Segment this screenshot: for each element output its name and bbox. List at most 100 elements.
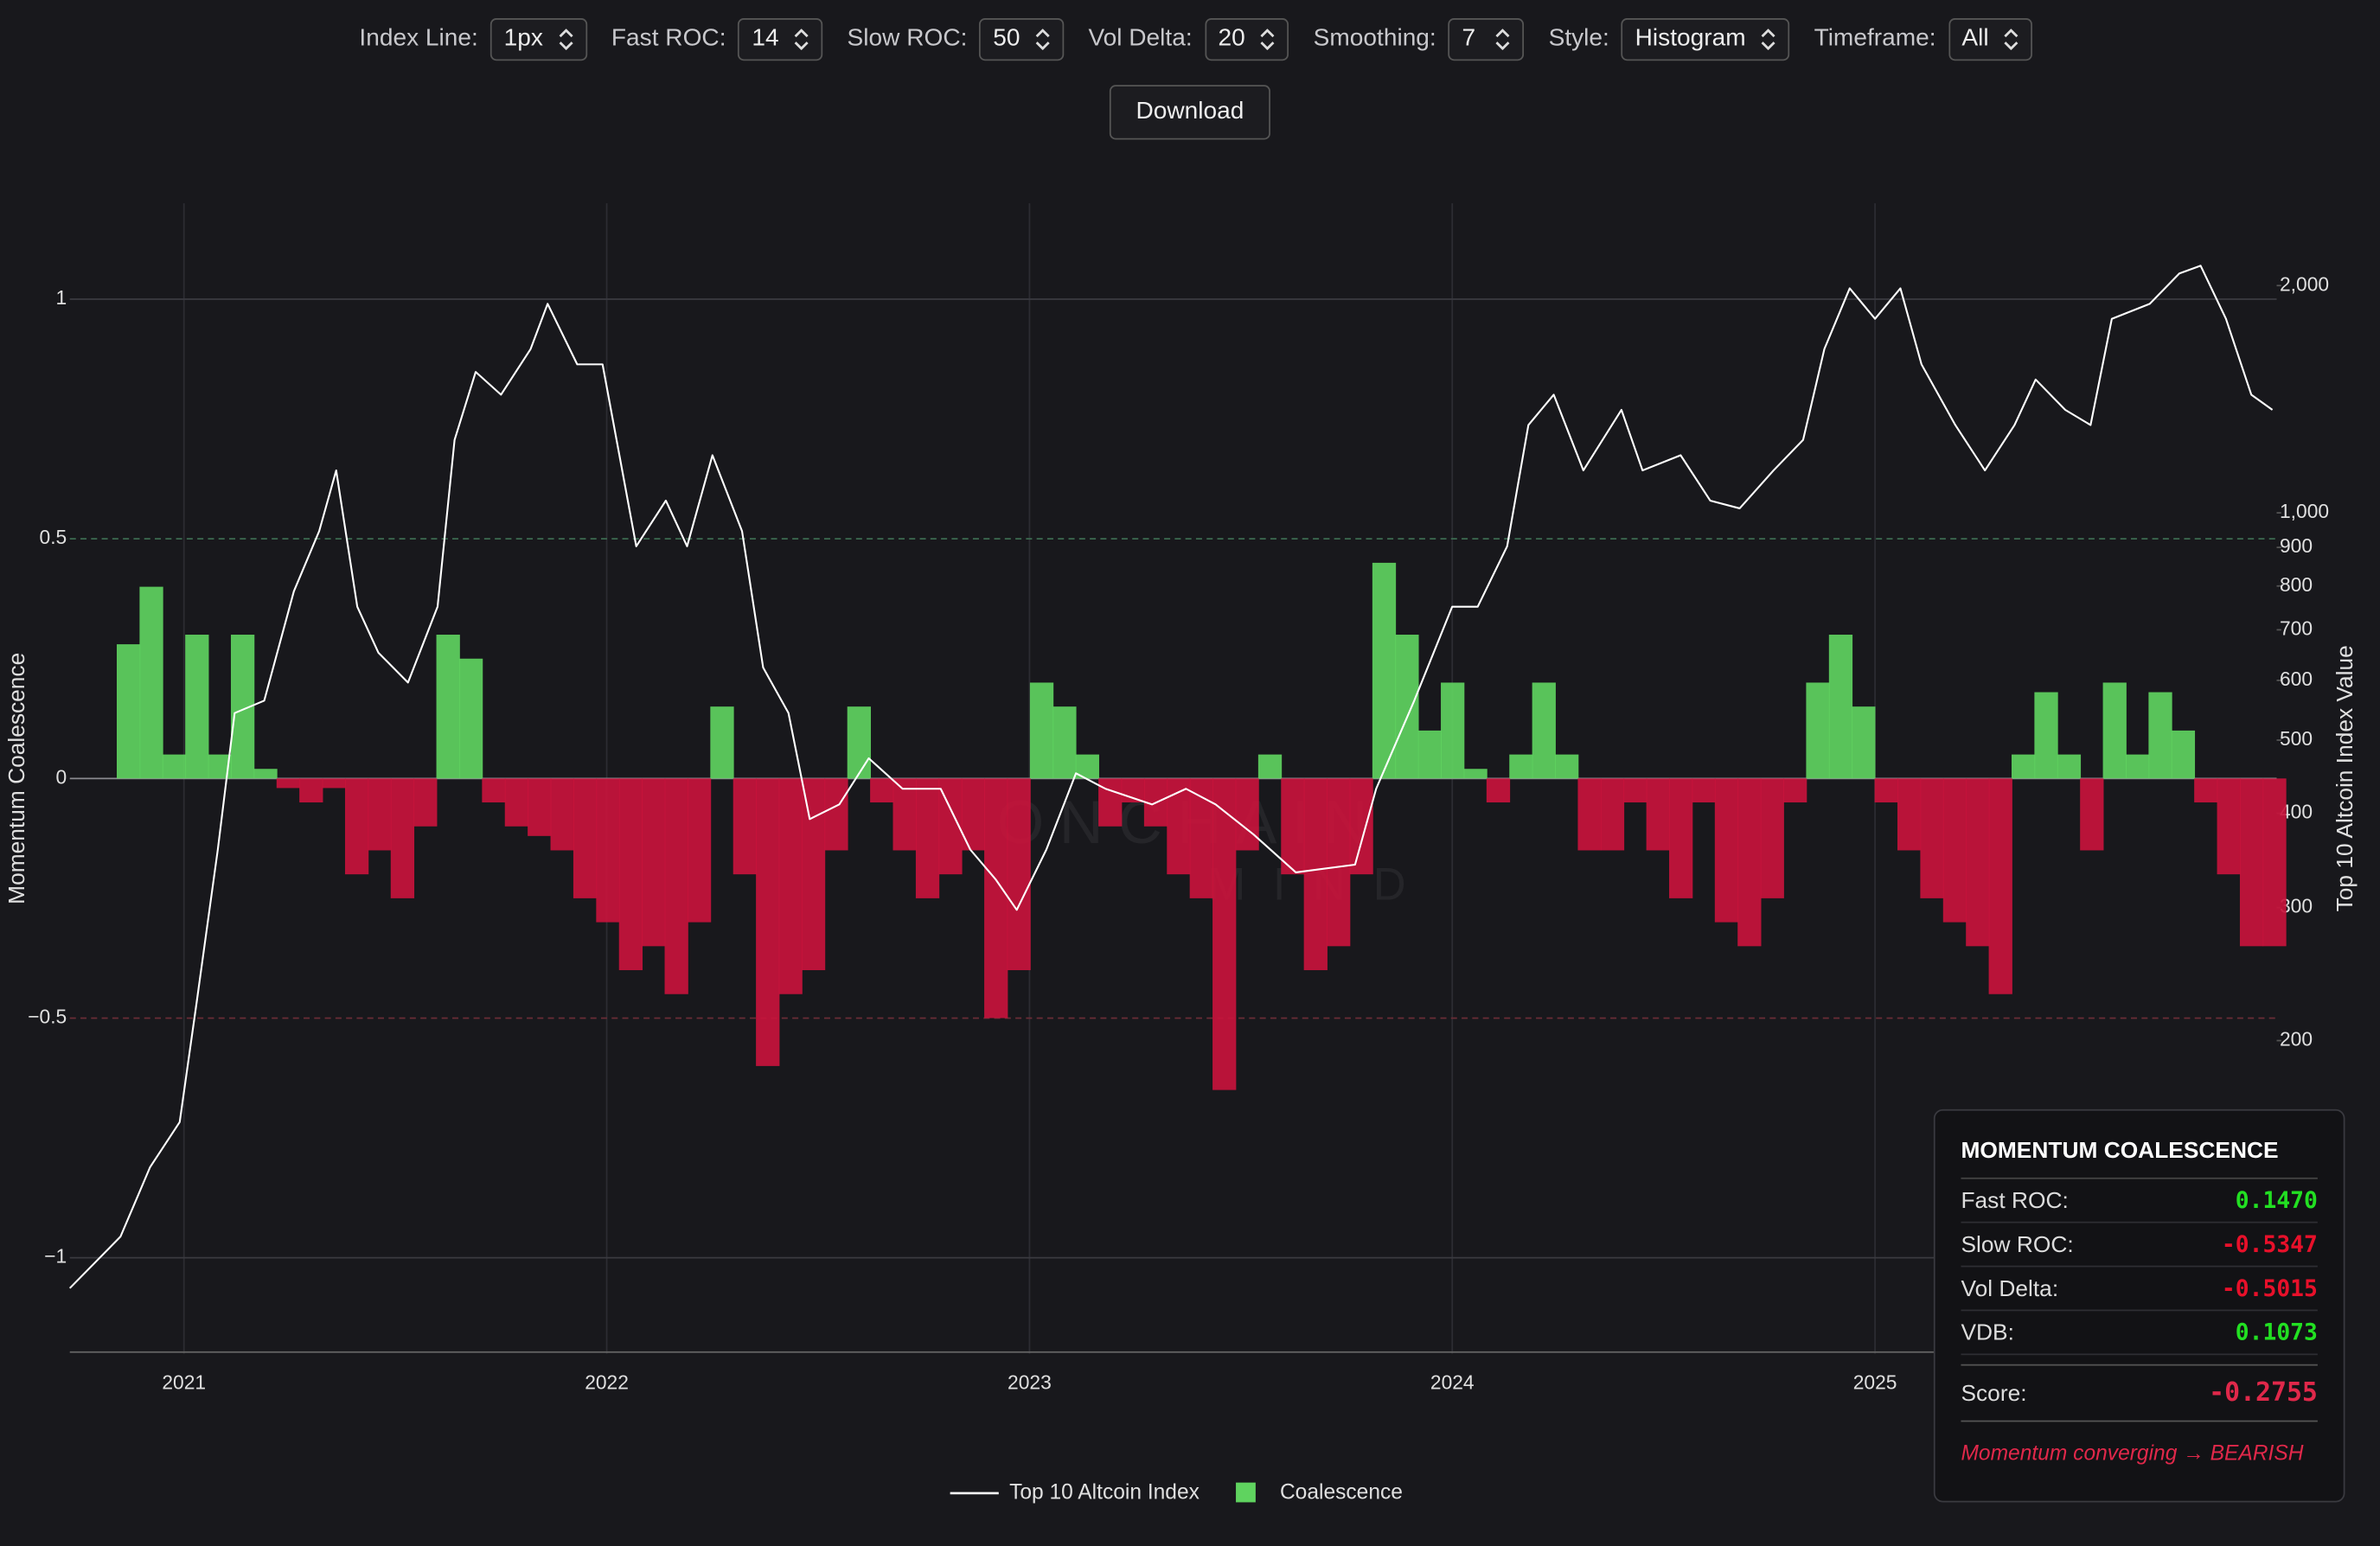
histogram-bar — [1988, 778, 2012, 994]
histogram-bar — [2148, 692, 2172, 779]
histogram-bar — [1029, 682, 1054, 779]
panel-label: VDB: — [1961, 1319, 2014, 1345]
histogram-bar — [733, 778, 758, 875]
chevron-path — [1261, 29, 1276, 50]
chevron — [1761, 29, 1775, 50]
control-select[interactable]: All — [1948, 18, 2033, 61]
histogram-bar — [801, 778, 826, 971]
histogram-bar — [1783, 778, 1807, 803]
histogram-bar — [2217, 778, 2241, 875]
chevron-path — [794, 29, 809, 50]
histogram-bar — [642, 778, 666, 947]
index-line — [68, 265, 2274, 1289]
control-select[interactable]: 1px — [489, 18, 587, 61]
histogram-bar — [1874, 778, 1898, 803]
control-select[interactable]: 14 — [738, 18, 823, 61]
y2-tick-label: 600 — [2280, 668, 2313, 690]
control-value: 7 — [1462, 25, 1476, 52]
control-label: Index Line: — [359, 25, 478, 52]
panel-rows: Fast ROC: 0.1470 Slow ROC: -0.5347 Vol Delta… — [1961, 1179, 2318, 1356]
histogram-bar — [1852, 706, 1876, 779]
x-tick-label: 2022 — [585, 1371, 629, 1394]
histogram-bar — [1212, 778, 1237, 1090]
controls: Index Line: 1px Fast ROC: 14 Slow ROC: 50 Vol … — [0, 18, 2380, 61]
histogram-bar — [892, 778, 917, 851]
histogram-bar — [1509, 754, 1533, 779]
score-value: -0.2755 — [2209, 1377, 2318, 1409]
histogram-bar — [1600, 778, 1625, 851]
control-value: 50 — [993, 25, 1020, 52]
summary-panel: MOMENTUM COALESCENCE Fast ROC: 0.1470 Slow… — [1933, 1108, 2345, 1503]
y2-axis-title: Top 10 Altcoin Index Value — [2332, 645, 2358, 911]
x-tick-label: 2021 — [162, 1371, 206, 1394]
histogram-bar — [1167, 778, 1191, 875]
histogram-bar — [1897, 778, 1922, 851]
histogram-bar — [1486, 778, 1511, 803]
histogram-bar — [504, 778, 529, 827]
histogram-bar — [1052, 706, 1077, 779]
histogram-bar — [1372, 562, 1397, 779]
histogram-bar — [1395, 635, 1419, 779]
histogram-bar — [2011, 754, 2036, 779]
panel-value: -0.5015 — [2221, 1274, 2318, 1302]
histogram-bar — [1349, 778, 1373, 875]
histogram-bar — [2171, 730, 2196, 779]
histogram-bar — [1555, 754, 1579, 779]
histogram-bar — [1463, 769, 1488, 779]
legend-label: Top 10 Altcoin Index — [1009, 1480, 1200, 1504]
histogram-bar — [756, 778, 780, 1066]
histogram-bar — [664, 778, 688, 994]
histogram-bar — [1235, 778, 1259, 851]
y-tick-label: 1 — [56, 286, 67, 309]
histogram-bar — [413, 778, 438, 827]
download-button[interactable]: Download — [1109, 85, 1270, 140]
histogram-bar — [1623, 778, 1647, 803]
panel-row: Vol Delta: -0.5015 — [1961, 1267, 2318, 1312]
chevron-path — [559, 29, 573, 50]
control-select[interactable]: 50 — [979, 18, 1065, 61]
histogram-bar — [1577, 778, 1602, 851]
control-value: All — [1961, 25, 1989, 52]
histogram-bar — [162, 754, 187, 779]
histogram-bar — [984, 778, 1008, 1019]
panel-value: 0.1470 — [2235, 1186, 2318, 1214]
y-tick-label: −0.5 — [28, 1005, 67, 1027]
panel-value: -0.5347 — [2221, 1230, 2318, 1258]
control-select[interactable]: 7 — [1448, 18, 1525, 61]
y2-tick-label: 900 — [2280, 534, 2313, 557]
histogram-bar — [710, 706, 734, 779]
y-axis-title: Momentum Coalescence — [3, 653, 29, 904]
histogram-bar — [870, 778, 894, 803]
histogram-bar — [915, 778, 940, 898]
control-label: Style: — [1548, 25, 1609, 52]
histogram-bar — [390, 778, 415, 898]
control-value: 14 — [752, 25, 779, 52]
chevron — [2004, 29, 2019, 50]
y-tick-label: 0 — [56, 765, 67, 788]
control-value: Histogram — [1635, 25, 1746, 52]
histogram-bar — [2125, 754, 2150, 779]
histogram-bar — [1692, 778, 1716, 803]
histogram-bar — [344, 778, 369, 875]
y2-tick-label: 500 — [2280, 727, 2313, 750]
y-tick-label: −1 — [44, 1245, 67, 1268]
histogram-bar — [276, 778, 301, 789]
control-label: Vol Delta: — [1088, 25, 1193, 52]
control-select[interactable]: Histogram — [1621, 18, 1790, 61]
histogram-bar — [1920, 778, 1944, 898]
histogram-bar — [618, 778, 643, 971]
histogram-bar — [2262, 778, 2287, 947]
panel-title: MOMENTUM COALESCENCE — [1961, 1138, 2318, 1179]
y-tick-label: 0.5 — [40, 526, 67, 548]
histogram-bar — [368, 778, 392, 851]
histogram-bar — [1281, 778, 1305, 875]
histogram-bar — [2102, 682, 2127, 779]
legend-label: Coalescence — [1280, 1480, 1403, 1504]
marks — [68, 265, 2287, 1289]
control-label: Smoothing: — [1313, 25, 1436, 52]
y2-tick-label: 800 — [2280, 573, 2313, 596]
control-select[interactable]: 20 — [1204, 18, 1289, 61]
histogram-bar — [139, 586, 163, 779]
legend: Top 10 Altcoin Index Coalescence — [950, 1480, 1403, 1504]
x-tick-label: 2024 — [1430, 1371, 1475, 1394]
